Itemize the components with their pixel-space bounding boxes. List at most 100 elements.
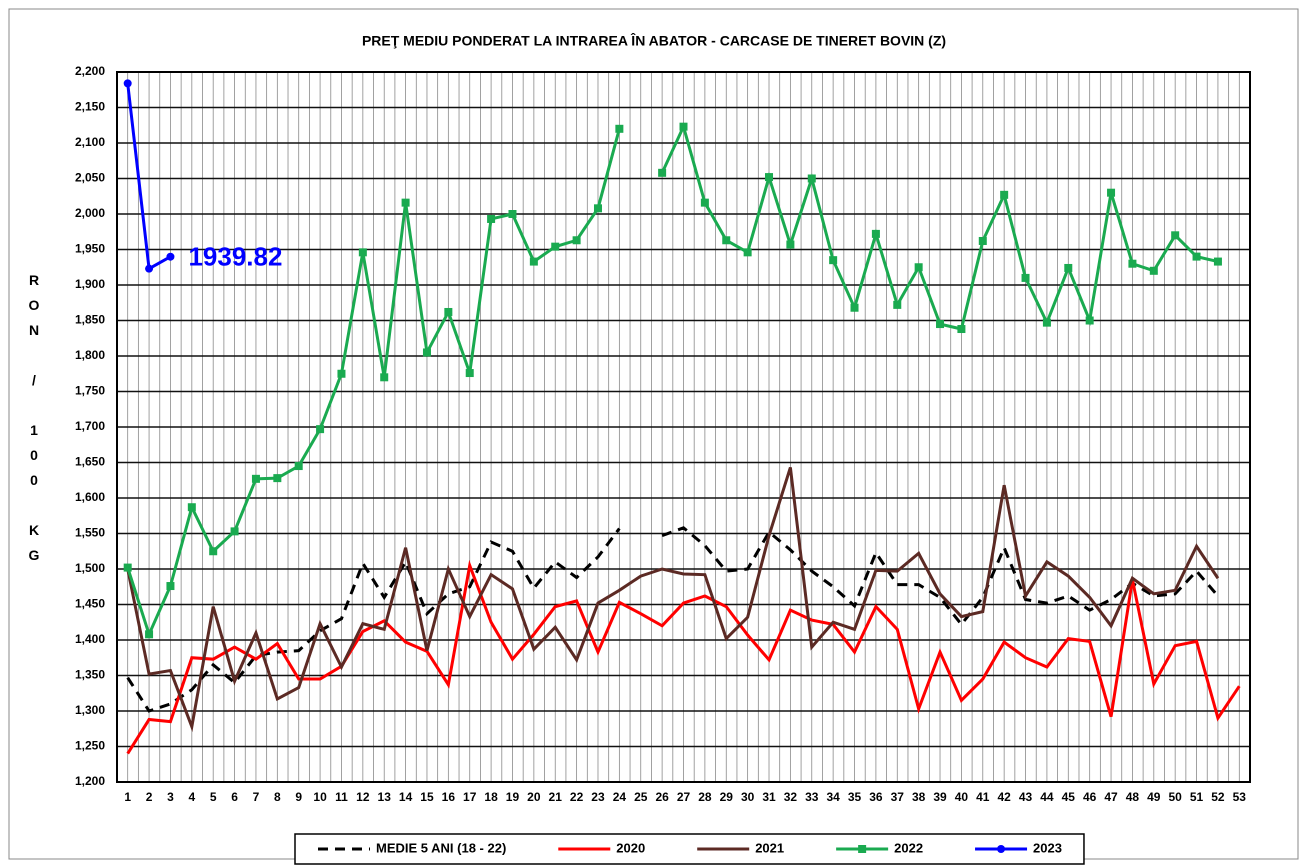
x-tick-label: 37	[891, 790, 905, 804]
x-tick-label: 1	[124, 790, 131, 804]
series-line	[126, 526, 1220, 713]
x-tick-label: 31	[762, 790, 776, 804]
marker	[273, 474, 282, 483]
x-tick-label: 5	[210, 790, 217, 804]
marker	[358, 248, 367, 257]
marker	[679, 122, 688, 131]
marker	[551, 242, 560, 251]
marker	[422, 348, 431, 357]
x-tick-label: 6	[231, 790, 238, 804]
annotation: 1939.82	[188, 242, 282, 272]
marker	[529, 257, 538, 266]
x-tick-label: 24	[613, 790, 627, 804]
x-tick-label: 41	[976, 790, 990, 804]
marker	[957, 325, 966, 334]
x-tick-label: 33	[805, 790, 819, 804]
x-tick-label: 8	[274, 790, 281, 804]
y-tick-label: 1,900	[75, 277, 105, 291]
x-tick-label: 2	[146, 790, 153, 804]
legend-label: 2022	[894, 840, 923, 855]
marker	[444, 307, 453, 316]
x-tick-label: 29	[720, 790, 734, 804]
legend: MEDIE 5 ANI (18 - 22) 2020 2021 2022 2023	[294, 833, 1085, 865]
marker	[145, 264, 154, 273]
marker	[1128, 259, 1137, 268]
y-tick-label: 2,000	[75, 206, 105, 220]
x-tick-label: 3	[167, 790, 174, 804]
x-tick-label: 9	[295, 790, 302, 804]
x-tick-label: 32	[784, 790, 798, 804]
y-tick-label: 1,850	[75, 313, 105, 327]
marker	[871, 229, 880, 238]
x-tick-label: 44	[1040, 790, 1054, 804]
y-tick-label: 1,750	[75, 384, 105, 398]
marker	[786, 240, 795, 249]
y-tick-label: 1,500	[75, 561, 105, 575]
x-tick-label: 27	[677, 790, 691, 804]
x-tick-label: 17	[463, 790, 477, 804]
x-tick-label: 25	[634, 790, 648, 804]
x-tick-label: 50	[1168, 790, 1182, 804]
x-tick-label: 18	[484, 790, 498, 804]
marker	[1000, 190, 1009, 199]
x-tick-label: 12	[356, 790, 370, 804]
marker	[1171, 231, 1180, 240]
marker	[743, 248, 752, 257]
marker	[209, 547, 218, 556]
x-tick-label: 15	[420, 790, 434, 804]
legend-box	[294, 833, 1085, 865]
legend-label: 2023	[1033, 840, 1062, 855]
marker	[123, 79, 132, 88]
x-tick-label: 4	[188, 790, 195, 804]
y-tick-label: 1,350	[75, 668, 105, 682]
legend-marker	[858, 845, 867, 853]
marker	[1149, 266, 1158, 275]
y-tick-label: 1,200	[75, 774, 105, 788]
y-tick-label: 1,250	[75, 739, 105, 753]
y-tick-label: 1,600	[75, 490, 105, 504]
x-tick-label: 49	[1147, 790, 1161, 804]
x-tick-label: 42	[997, 790, 1011, 804]
y-tick-label: 1,700	[75, 419, 105, 433]
marker	[166, 582, 175, 591]
x-tick-label: 53	[1233, 790, 1247, 804]
marker	[807, 174, 816, 183]
y-tick-label: 1,550	[75, 526, 105, 540]
y-tick-label: 1,450	[75, 597, 105, 611]
marker	[850, 303, 859, 312]
x-tick-label: 35	[848, 790, 862, 804]
y-tick-label: 1,300	[75, 703, 105, 717]
marker	[145, 630, 154, 639]
x-tick-label: 45	[1062, 790, 1076, 804]
x-tick-label: 7	[253, 790, 260, 804]
series-line	[126, 467, 1220, 733]
marker	[1021, 273, 1030, 282]
marker	[615, 124, 624, 133]
marker	[914, 263, 923, 272]
legend-marker	[997, 845, 1006, 853]
x-tick-label: 26	[655, 790, 669, 804]
y-tick-label: 2,150	[75, 100, 105, 114]
marker	[893, 300, 902, 309]
x-tick-label: 14	[399, 790, 413, 804]
x-tick-label: 51	[1190, 790, 1204, 804]
x-tick-label: 30	[741, 790, 755, 804]
marker	[294, 462, 303, 471]
y-tick-label: 1,400	[75, 632, 105, 646]
marker	[380, 373, 389, 382]
marker	[1213, 257, 1222, 266]
marker	[722, 236, 731, 245]
marker	[936, 320, 945, 329]
x-tick-label: 43	[1019, 790, 1033, 804]
x-tick-label: 22	[570, 790, 584, 804]
legend-label: 2020	[616, 840, 645, 855]
marker	[230, 527, 239, 536]
marker	[1107, 188, 1116, 197]
x-tick-label: 39	[933, 790, 947, 804]
marker	[1085, 316, 1094, 325]
marker	[829, 256, 838, 265]
x-tick-label: 28	[698, 790, 712, 804]
marker	[487, 214, 496, 223]
x-tick-label: 48	[1126, 790, 1140, 804]
